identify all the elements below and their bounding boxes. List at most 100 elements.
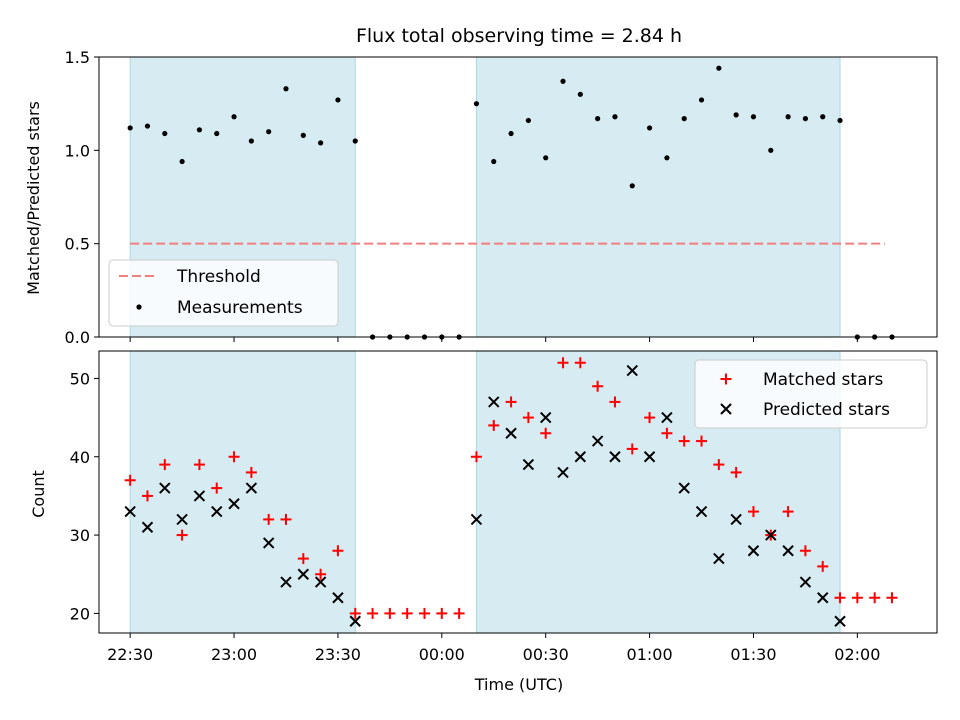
predicted-star-point <box>799 576 812 588</box>
matched-star-point <box>747 506 759 518</box>
matched-star-point <box>817 560 829 572</box>
matched-star-point <box>124 474 136 486</box>
matched-star-point <box>505 396 517 408</box>
predicted-star-point <box>834 615 846 627</box>
predicted-star-point <box>522 458 535 471</box>
predicted-star-point <box>280 576 292 588</box>
measurement-point <box>248 138 254 144</box>
measurement-point <box>300 132 306 138</box>
predicted-star-point <box>817 592 829 604</box>
matched-star-point <box>626 443 638 455</box>
top-y-axis-label: Matched/Predicted stars <box>24 101 43 295</box>
measurement-point <box>681 116 687 122</box>
matched-star-point <box>315 568 327 580</box>
predicted-star-point <box>643 451 656 463</box>
matched-star-point <box>574 357 586 369</box>
matched-star-point <box>470 451 482 463</box>
top-series-measurements <box>127 65 895 340</box>
matched-star-point <box>782 506 794 518</box>
measurement-point <box>543 155 549 161</box>
x-axis-label: Time (UTC) <box>474 675 563 694</box>
measurement-point <box>577 91 583 97</box>
measurement-point <box>144 123 151 129</box>
predicted-star-point <box>332 592 344 604</box>
legend-matched-label: Matched stars <box>763 370 883 390</box>
top-y-tick-label: 0.5 <box>65 235 90 254</box>
measurement-point <box>560 78 566 84</box>
predicted-star-point <box>539 411 552 424</box>
matched-star-point <box>609 396 621 408</box>
legend-measurements-swatch <box>136 304 142 310</box>
matched-star-point <box>211 482 223 494</box>
measurement-point <box>525 117 531 124</box>
matched-star-point <box>245 466 257 478</box>
top-y-tick-label: 1.0 <box>65 141 90 160</box>
measurement-point <box>768 147 774 153</box>
measurement-point <box>335 97 341 103</box>
measurement-point <box>196 127 203 133</box>
predicted-star-point <box>245 482 258 494</box>
legend-threshold-label: Threshold <box>176 267 261 287</box>
matched-star-point <box>297 553 309 565</box>
matched-star-point <box>159 459 171 471</box>
predicted-star-point <box>765 529 777 541</box>
legend-measurements-label: Measurements <box>177 298 303 318</box>
matched-star-point <box>696 435 708 447</box>
bottom-y-tick-label: 30 <box>70 526 90 545</box>
matched-star-point <box>834 592 846 604</box>
measurement-point <box>802 116 809 122</box>
predicted-star-point <box>228 498 240 510</box>
matched-star-point <box>367 607 379 619</box>
measurement-point <box>179 158 185 165</box>
measurement-point <box>127 125 133 131</box>
matched-star-point <box>644 412 656 424</box>
measurement-point <box>629 183 635 189</box>
matched-star-point <box>557 357 569 369</box>
matched-star-point <box>661 427 673 439</box>
bottom-axes-frame <box>98 350 938 634</box>
matched-star-point <box>488 419 500 431</box>
matched-star-point <box>263 513 275 525</box>
measurement-point <box>595 116 601 122</box>
predicted-star-point <box>661 411 673 424</box>
matched-star-point <box>851 592 863 604</box>
x-tick-label: 00:30 <box>523 645 569 664</box>
measurement-point <box>716 65 722 71</box>
predicted-star-point <box>159 482 171 494</box>
predicted-star-point <box>782 545 794 557</box>
measurement-point <box>473 101 480 107</box>
matched-star-point <box>176 529 188 541</box>
predicted-star-point <box>591 435 604 447</box>
matched-star-point <box>453 607 465 619</box>
predicted-star-point <box>211 505 223 518</box>
measurement-point <box>820 114 826 120</box>
measurement-point <box>664 155 670 161</box>
bottom-series-predicted-stars <box>124 364 846 627</box>
matched-star-point <box>886 592 898 604</box>
predicted-star-point <box>470 513 483 526</box>
x-tick-label: 00:00 <box>419 645 465 664</box>
predicted-star-point <box>609 451 621 463</box>
measurement-point <box>612 114 618 120</box>
predicted-star-point <box>262 537 275 549</box>
matched-star-point <box>869 592 881 604</box>
bottom-observing-span-1 <box>129 350 356 634</box>
legend-box <box>694 359 928 429</box>
measurement-point <box>698 97 705 103</box>
matched-star-point <box>436 607 448 619</box>
matched-star-point <box>799 545 811 557</box>
predicted-star-point <box>488 396 500 408</box>
measurement-point <box>231 114 237 120</box>
predicted-star-point <box>747 545 760 557</box>
predicted-star-point <box>678 482 690 494</box>
matched-star-point <box>332 545 344 557</box>
bottom-y-tick-label: 20 <box>70 604 90 623</box>
top-observing-span-2 <box>475 56 841 338</box>
matched-star-point <box>280 513 292 525</box>
predicted-star-point <box>297 568 310 580</box>
top-legend: Threshold Measurements <box>108 259 339 327</box>
legend-box <box>108 259 339 327</box>
matched-star-point <box>349 607 361 619</box>
measurement-point <box>837 117 843 124</box>
